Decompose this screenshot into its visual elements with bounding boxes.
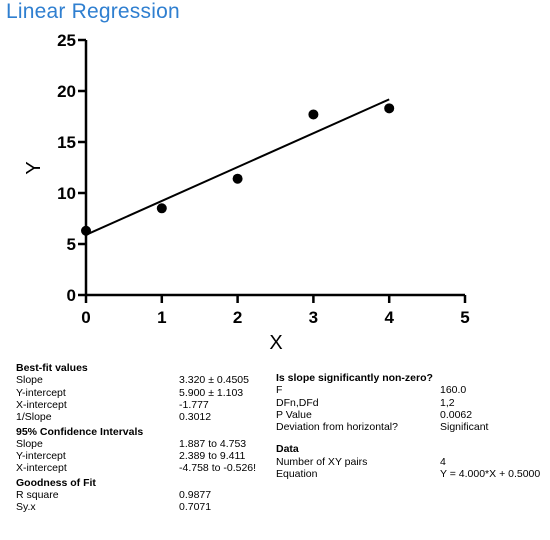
section-heading: Goodness of Fit [16, 476, 96, 489]
section-heading: Data [276, 443, 299, 456]
result-value: -1.777 [179, 398, 209, 411]
result-value: 160.0 [440, 384, 467, 397]
x-tick-label: 1 [157, 308, 166, 327]
result-label: X-intercept [16, 462, 67, 475]
y-tick-label: 15 [57, 133, 76, 152]
y-tick-label: 25 [57, 31, 76, 50]
regression-line [85, 98, 390, 236]
y-axis-title: Y [23, 161, 45, 174]
section-heading: Best-fit values [16, 362, 88, 374]
x-tick-label: 4 [384, 308, 394, 327]
result-value: 0.3012 [179, 411, 212, 424]
data-point [384, 103, 395, 114]
chart-title: Linear Regression [6, 0, 180, 23]
x-tick-label: 2 [233, 308, 242, 327]
x-tick-label: 3 [309, 308, 318, 327]
result-value: 2.389 to 9.411 [179, 450, 246, 463]
data-points [81, 103, 395, 236]
result-label: Slope [16, 374, 43, 387]
x-tick-label: 0 [81, 308, 90, 327]
axes: 0 5 10 15 20 25 0 1 2 3 4 5 [57, 31, 470, 327]
x-axis-title: X [269, 332, 282, 350]
result-label: R square [16, 489, 59, 501]
result-label: Y-intercept [16, 450, 66, 463]
result-value: 1.887 to 4.753 [179, 437, 247, 450]
section-heading: 95% Confidence Intervals [16, 425, 144, 438]
results-left-panel: Best-fit values Slope 3.320 ± 0.4505 Y-inte… [16, 362, 266, 537]
result-label: Sy.x [16, 501, 36, 514]
y-tick-label: 10 [57, 184, 76, 203]
result-label: 1/Slope [16, 411, 52, 424]
data-point [156, 203, 167, 214]
result-value: 0.0062 [440, 408, 473, 421]
result-label: Slope [16, 437, 43, 450]
result-value: 0.9877 [179, 489, 212, 501]
data-point [81, 225, 91, 236]
result-value: Significant [440, 421, 489, 434]
result-label: Equation [276, 467, 318, 480]
y-tick-label: 20 [57, 82, 76, 101]
result-value: 0.7071 [179, 501, 212, 514]
result-label: Deviation from horizontal? [276, 421, 398, 434]
result-value: Y = 4.000*X + 0.5000 [440, 467, 541, 480]
y-tick-label: 5 [67, 235, 76, 254]
data-point [308, 109, 319, 120]
result-value: 3.320 ± 0.4505 [179, 374, 249, 387]
result-label: Number of XY pairs [276, 455, 368, 468]
y-tick-label: 0 [67, 286, 76, 305]
result-label: Y-intercept [16, 386, 66, 399]
result-value: -4.758 to -0.526! [179, 462, 257, 475]
x-tick-label: 5 [460, 308, 469, 327]
result-value: 5.900 ± 1.103 [179, 386, 244, 399]
results-right-panel: Is slope significantly non-zero? F 160.0 DF… [276, 372, 548, 502]
regression-chart: 0 5 10 15 20 25 0 1 2 3 4 5 X Y [23, 31, 470, 350]
result-label: X-intercept [16, 398, 67, 411]
result-value: 1,2 [440, 396, 455, 409]
result-label: F [276, 384, 283, 397]
result-value: 4 [440, 455, 446, 468]
result-label: P Value [276, 408, 312, 421]
fit-line-group [85, 98, 390, 236]
result-label: DFn,DFd [276, 396, 319, 409]
data-point [232, 173, 243, 184]
section-heading: Is slope significantly non-zero? [276, 372, 433, 384]
